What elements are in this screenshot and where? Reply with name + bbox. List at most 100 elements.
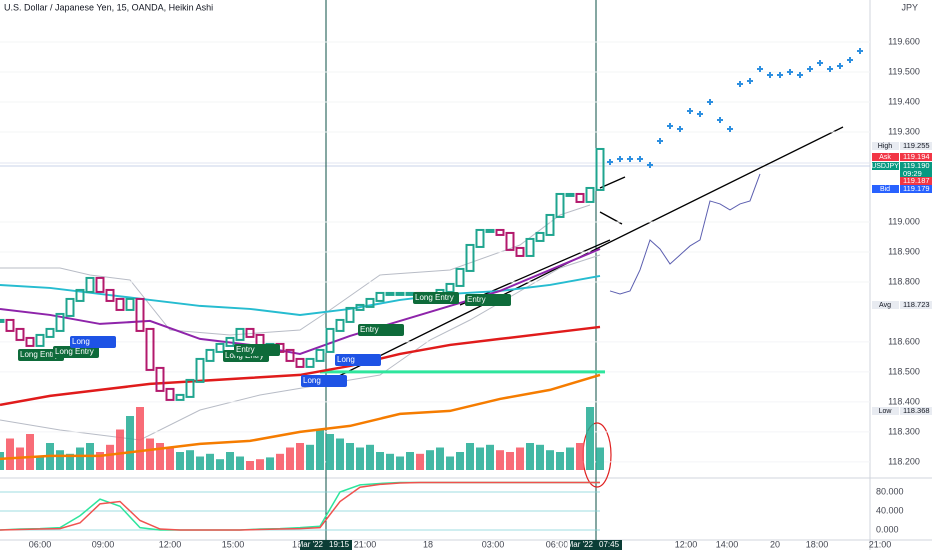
price-badge-value: 118.368: [903, 406, 930, 415]
annotation: Long Entry: [55, 347, 94, 356]
volume-bar: [526, 443, 534, 470]
price-badge-value: 118.723: [903, 300, 930, 309]
price-badge-tag: [872, 153, 899, 161]
candle: [495, 228, 505, 236]
volume-bar: [436, 447, 444, 470]
projection-mark: [807, 65, 813, 72]
annotation-box: [413, 292, 459, 304]
candle: [535, 231, 545, 242]
candle: [105, 288, 115, 302]
candle: [145, 327, 155, 371]
volume-bar: [176, 452, 184, 470]
price-badge-label: Bid: [880, 186, 890, 193]
candle: [75, 288, 85, 302]
price-badge-label: Avg: [879, 302, 891, 309]
volume-bar: [306, 444, 314, 470]
volume-bar: [446, 456, 454, 470]
volume-bar: [96, 452, 104, 470]
candle: [335, 318, 345, 332]
cursor-badge: [300, 540, 352, 550]
x-tick-label: 03:00: [482, 539, 505, 549]
volume-bar: [36, 456, 44, 470]
annotation-box: [70, 336, 116, 348]
y-tick-label: 118.500: [888, 366, 920, 376]
projection-mark: [727, 125, 733, 132]
projection-mark: [817, 59, 823, 66]
volume-bar: [246, 461, 254, 470]
projection-mark: [637, 155, 643, 162]
candle: [385, 291, 395, 296]
candle: [5, 318, 15, 332]
volume-bar: [326, 434, 334, 470]
candle: [45, 327, 55, 338]
x-tick-label: 12:00: [159, 539, 182, 549]
price-badge-tag: [872, 185, 899, 193]
volume-bar: [346, 443, 354, 470]
volume-bar: [256, 459, 264, 470]
projection-mark: [677, 125, 683, 132]
volume-bar: [586, 407, 594, 470]
projection-mark: [687, 107, 693, 114]
price-badge: [900, 162, 932, 178]
candle: [65, 297, 75, 317]
x-tick-label: 09:00: [92, 539, 115, 549]
x-tick-label: 06:00: [546, 539, 569, 549]
currency: JPY: [901, 2, 918, 12]
candle: [285, 348, 295, 362]
candle: [515, 246, 525, 257]
volume-bar: [166, 447, 174, 470]
candle: [135, 297, 145, 332]
projection-mark: [747, 77, 753, 84]
price-badge-label: USDJPY: [871, 163, 899, 170]
volume-bar: [316, 429, 324, 470]
price-badge: [900, 407, 932, 415]
price-badge-value: 119.187: [903, 176, 930, 185]
projection-mark: [627, 155, 633, 162]
volume-bar: [116, 429, 124, 470]
volume-bar: [56, 450, 64, 470]
volume-bar: [506, 452, 514, 470]
volume-bar: [196, 456, 204, 470]
y-tick-label: 119.300: [888, 126, 920, 136]
price-badge-tag: [872, 301, 899, 309]
annotation-box: [301, 375, 347, 387]
annotation: Entry: [360, 325, 379, 334]
projection-mark: [657, 137, 663, 144]
price-badge-tag: [872, 407, 899, 415]
annotation-box: [335, 354, 381, 366]
volume-bar: [486, 444, 494, 470]
projection-mark: [667, 122, 673, 129]
projection-mark: [647, 161, 653, 168]
candle: [295, 357, 305, 368]
candle: [225, 336, 235, 347]
candle: [505, 231, 515, 251]
price-badge: [900, 177, 932, 185]
projection-mark: [757, 65, 763, 72]
cursor-badge: [570, 540, 622, 550]
volume-bar: [476, 447, 484, 470]
projection-mark: [697, 110, 703, 117]
y-tick-label: 118.400: [888, 396, 920, 406]
candle: [215, 342, 225, 353]
volume-bar: [466, 443, 474, 470]
price-badge-value: 119.179: [903, 184, 930, 193]
candle: [405, 291, 415, 296]
x-tick-label: 21:00: [869, 539, 892, 549]
projection-mark: [857, 47, 863, 54]
chart-title: U.S. Dollar / Japanese Yen, 15, OANDA, H…: [4, 2, 213, 12]
volume-bar: [66, 453, 74, 470]
candle: [555, 192, 565, 218]
volume-bar: [456, 452, 464, 470]
x-tick-label: 18: [292, 539, 302, 549]
y-tick-label: 118.300: [888, 426, 920, 436]
volume-bar: [186, 450, 194, 470]
volume-bar: [216, 459, 224, 470]
y-tick-label: 118.600: [888, 336, 920, 346]
candle: [485, 228, 495, 233]
volume-bar: [136, 407, 144, 470]
projection-mark: [787, 68, 793, 75]
candle: [375, 291, 385, 302]
volume-bar: [376, 452, 384, 470]
candle: [545, 213, 555, 236]
